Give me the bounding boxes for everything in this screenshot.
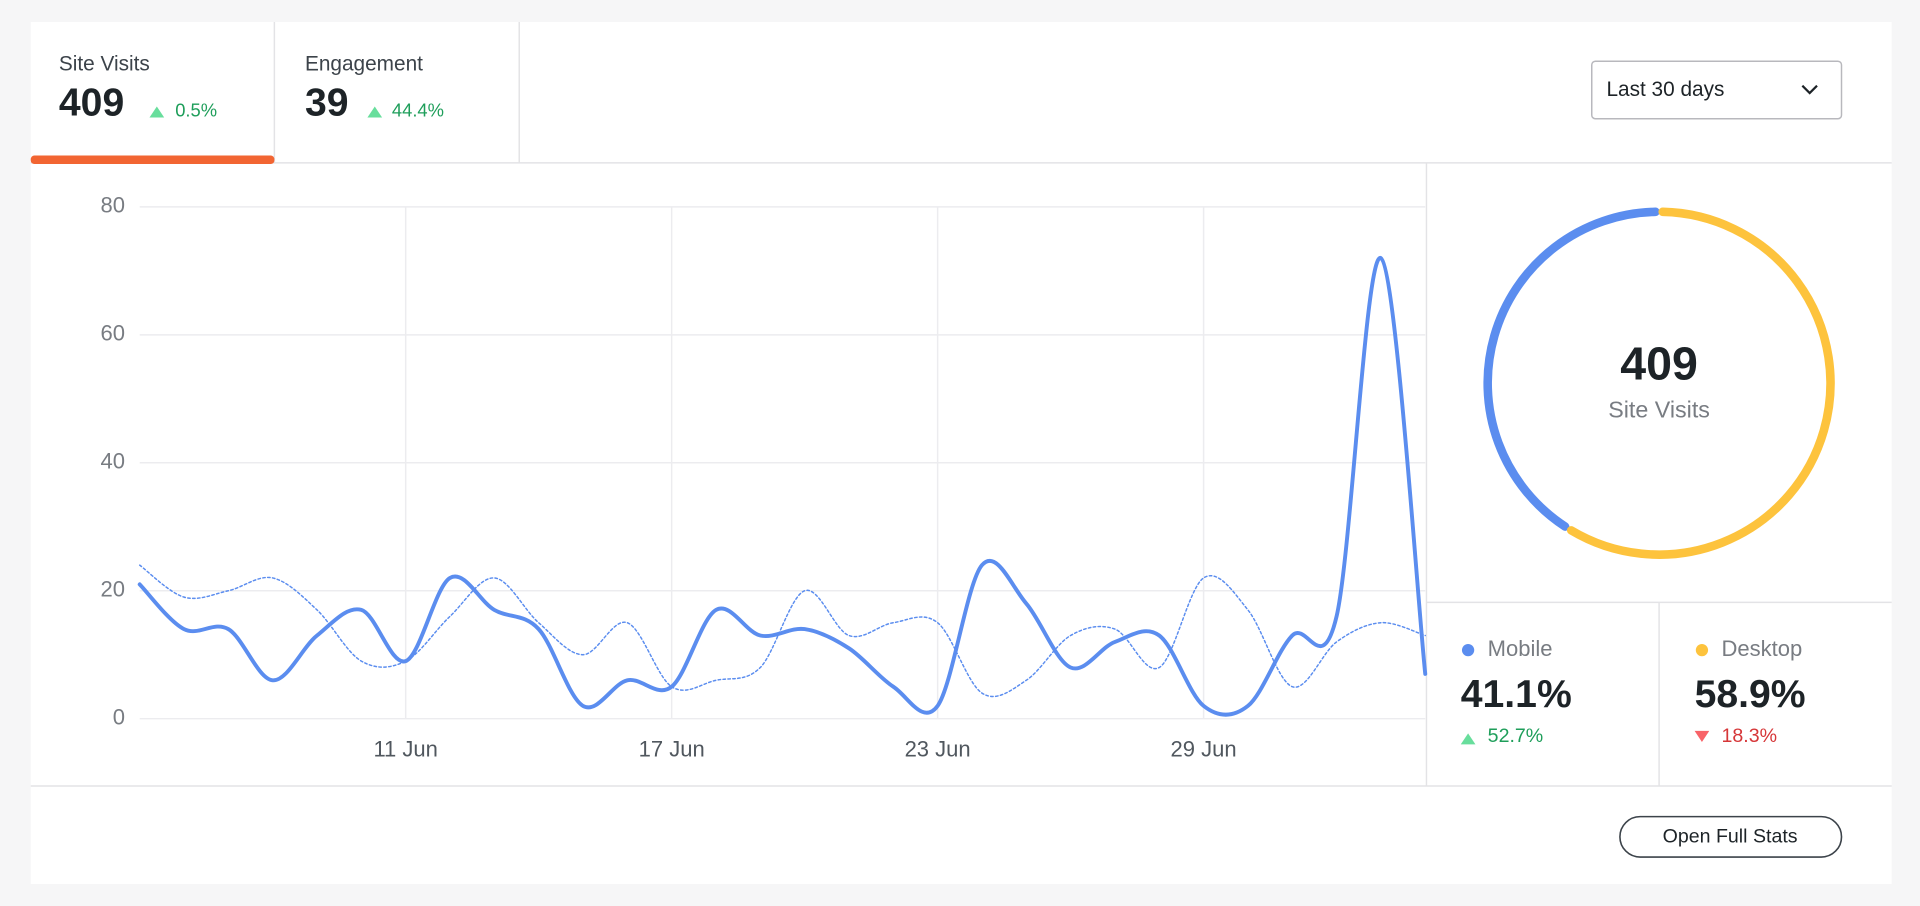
tab-change: 0.5% [175,99,217,120]
y-tick-label: 20 [101,577,126,602]
x-tick-label: 11 Jun [373,736,437,761]
donut-center-value: 409 [1620,338,1698,390]
legend-label: Mobile [1488,636,1553,661]
y-tick-label: 60 [101,321,126,346]
legend-change: 52.7% [1488,725,1544,747]
chevron [1801,84,1818,95]
legend-value: 41.1% [1461,673,1572,716]
tab-value: 409 [59,82,124,125]
tab-change: 44.4% [392,99,444,120]
range-dropdown[interactable]: Last 30 days [1591,60,1843,120]
legend-label: Desktop [1722,636,1803,661]
donut-segment [1566,207,1835,559]
series-line [137,256,1428,717]
y-tick-label: 40 [101,449,126,474]
y-tick-label: 80 [101,193,126,218]
x-tick-label: 17 Jun [639,736,705,761]
donut-center-label: Site Visits [1608,397,1710,423]
up-arrow [367,106,383,118]
tab[interactable]: Site Visits 409 0.5% [30,52,275,165]
legend-value: 58.9% [1695,673,1806,716]
dropdown-value: Last 30 days [1606,78,1724,101]
open-stats-button[interactable]: Open Full Stats [1619,815,1843,858]
up-arrow [149,106,165,118]
legend-dot [1695,643,1709,657]
series-line [138,564,1426,698]
down-arrow [1694,730,1710,742]
card [30,22,1892,884]
tab-label: Site Visits [59,52,150,75]
tab-label: Engagement [305,52,423,75]
button-outline [1619,815,1843,858]
tab[interactable]: Engagement 39 44.4% [305,52,444,124]
legend-dot [1461,643,1475,657]
button-label: Open Full Stats [1663,826,1798,848]
y-tick-label: 0 [113,704,125,729]
x-tick-label: 23 Jun [905,736,971,761]
x-tick-label: 29 Jun [1171,736,1237,761]
legend-change: 18.3% [1722,725,1778,747]
donut-segment [1483,207,1660,531]
dropdown-box [1591,60,1843,120]
active-tab-indicator [30,155,275,165]
tab-value: 39 [305,82,349,125]
up-arrow [1460,733,1476,745]
